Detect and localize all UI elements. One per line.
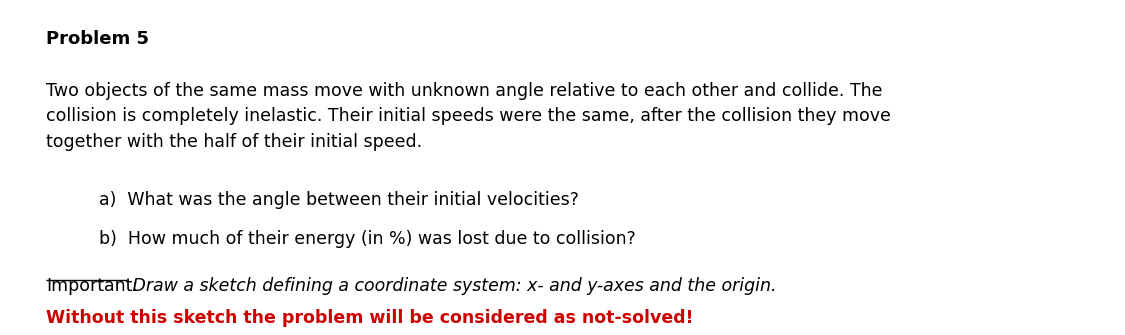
Text: Without this sketch the problem will be considered as not-solved!: Without this sketch the problem will be … [46, 309, 694, 327]
Text: Important:: Important: [46, 277, 138, 295]
Text: b)  How much of their energy (in %) was lost due to collision?: b) How much of their energy (in %) was l… [99, 230, 636, 248]
Text: a)  What was the angle between their initial velocities?: a) What was the angle between their init… [99, 191, 578, 209]
Text: Two objects of the same mass move with unknown angle relative to each other and : Two objects of the same mass move with u… [46, 82, 891, 151]
Text: Draw a sketch defining a coordinate system: x- and y-axes and the origin.: Draw a sketch defining a coordinate syst… [127, 277, 777, 295]
Text: Problem 5: Problem 5 [46, 30, 150, 48]
